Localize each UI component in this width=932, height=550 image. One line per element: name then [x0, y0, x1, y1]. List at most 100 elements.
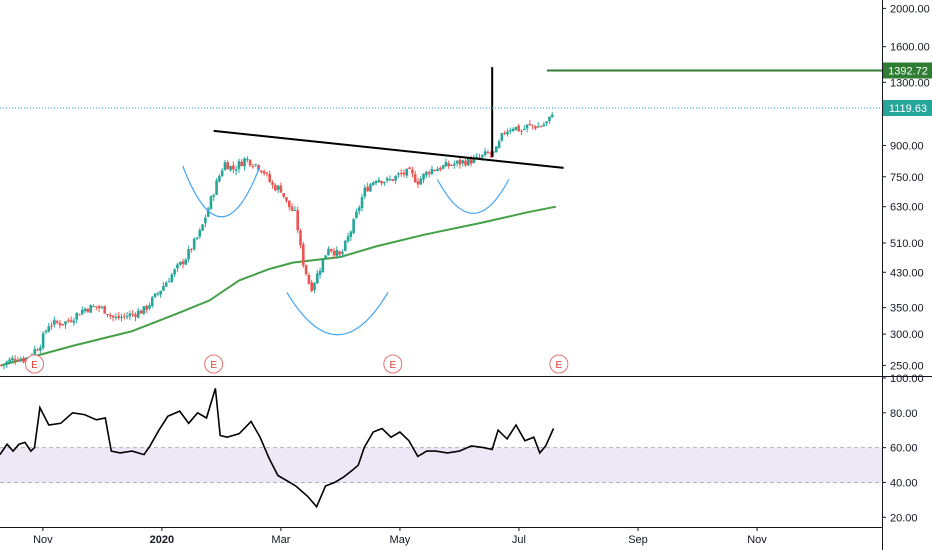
candle: [380, 180, 383, 184]
candle: [162, 285, 165, 291]
candle: [274, 184, 277, 191]
candle: [405, 168, 409, 176]
candle: [36, 349, 39, 351]
candle: [192, 238, 196, 250]
candle: [371, 182, 375, 186]
rsi-tick-label: 60.00: [890, 443, 918, 455]
candle: [427, 172, 431, 174]
earnings-marker-label: E: [556, 360, 563, 371]
candle: [411, 169, 414, 174]
earnings-marker[interactable]: [204, 354, 224, 374]
candle: [503, 132, 506, 134]
candle: [548, 116, 551, 122]
candle: [536, 126, 540, 128]
candle: [120, 317, 123, 319]
price-tick-label: 300.00: [890, 329, 924, 341]
candle: [511, 128, 515, 132]
candle: [489, 153, 492, 155]
candle: [108, 315, 112, 317]
candle: [142, 306, 146, 314]
x-tick-label: Sep: [628, 534, 648, 546]
x-tick-label: Nov: [33, 534, 53, 546]
candle: [374, 181, 378, 184]
candle: [517, 125, 520, 132]
rsi-tick-label: 40.00: [890, 477, 918, 489]
candle: [89, 305, 92, 313]
candle: [276, 185, 280, 190]
candle: [304, 265, 308, 274]
candle: [156, 293, 160, 295]
candle: [483, 151, 487, 156]
x-tick-label: Jul: [512, 534, 526, 546]
current-price-tag: [883, 99, 932, 116]
candle: [399, 172, 403, 174]
candle: [136, 310, 140, 318]
candle: [522, 129, 526, 131]
candle: [301, 244, 305, 266]
candle: [195, 237, 199, 239]
candle: [514, 126, 518, 130]
candle: [268, 174, 272, 183]
candle: [55, 321, 59, 323]
candle: [2, 364, 6, 366]
candle: [198, 230, 202, 237]
candle: [391, 179, 395, 181]
candle: [313, 283, 316, 291]
rsi-band: [0, 447, 882, 483]
candle: [492, 151, 495, 153]
candle: [170, 274, 174, 282]
candle: [416, 181, 420, 185]
candle: [19, 359, 23, 362]
candle: [53, 319, 56, 325]
candle: [486, 151, 490, 154]
candle: [148, 305, 151, 309]
candle: [307, 274, 311, 284]
price-tick-label: 750.00: [890, 172, 924, 184]
candle: [472, 157, 476, 163]
candle: [44, 331, 48, 333]
price-tick-label: 1600.00: [890, 42, 930, 54]
candle: [33, 349, 37, 356]
candle: [397, 173, 400, 175]
candle: [458, 159, 462, 165]
candle: [282, 193, 286, 197]
earnings-marker[interactable]: [383, 354, 403, 374]
candle: [531, 124, 534, 126]
candle: [150, 297, 154, 307]
price-tick-label: 510.00: [890, 238, 924, 250]
candle: [534, 126, 537, 129]
candle: [539, 126, 543, 128]
candle: [215, 180, 218, 195]
moving-average-line: [0, 205, 557, 367]
earnings-marker[interactable]: [549, 354, 569, 374]
candle: [8, 359, 11, 363]
price-tick-label: 1300.00: [890, 77, 930, 89]
candle: [229, 165, 232, 171]
candle: [475, 156, 479, 158]
candle: [271, 182, 274, 185]
candle: [478, 157, 481, 159]
trendline: [213, 129, 564, 169]
candle: [343, 240, 347, 251]
pattern-arc: [182, 165, 261, 218]
candle: [469, 158, 473, 164]
earnings-marker[interactable]: [25, 354, 45, 374]
candle: [22, 358, 25, 363]
candle: [5, 361, 9, 365]
candle: [355, 211, 358, 218]
candle: [329, 248, 333, 251]
candle: [181, 261, 185, 265]
candle: [94, 306, 98, 308]
candle: [240, 161, 244, 167]
rsi-line: [0, 388, 555, 509]
earnings-marker-label: E: [31, 360, 38, 371]
x-tick-label: 2020: [150, 534, 174, 546]
candle: [0, 365, 3, 367]
candle: [100, 306, 104, 308]
candle: [145, 305, 148, 310]
candle: [550, 114, 554, 118]
candle: [39, 347, 42, 351]
candle: [321, 259, 325, 273]
candle: [86, 308, 90, 312]
price-tick-label: 900.00: [890, 140, 924, 152]
